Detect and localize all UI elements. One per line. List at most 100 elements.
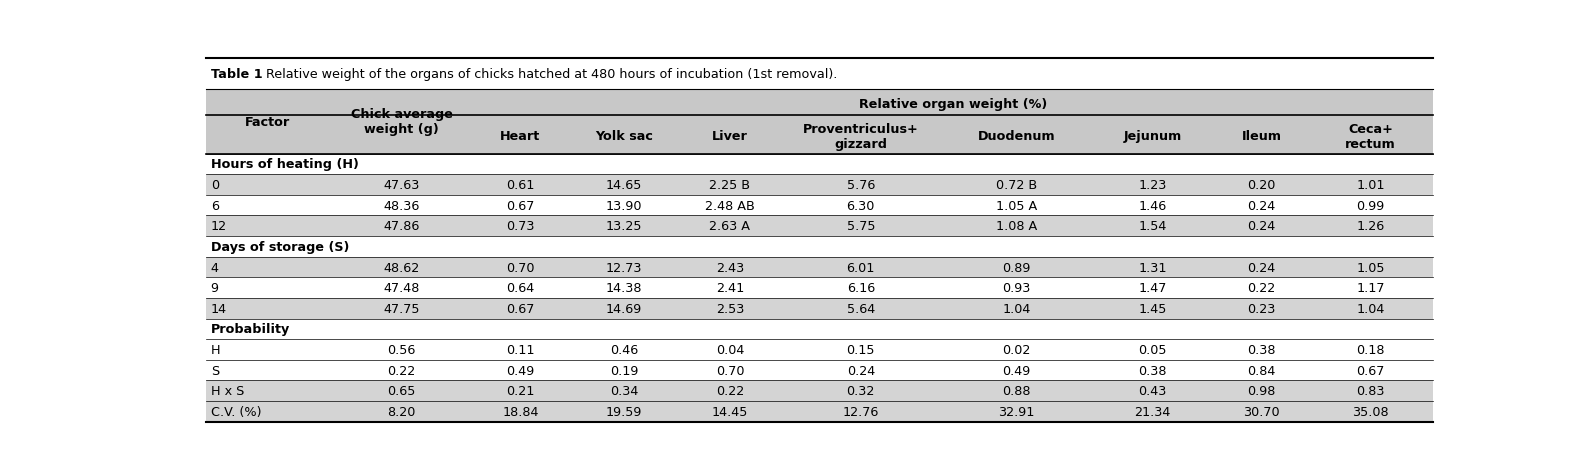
Text: 0.72 B: 0.72 B (996, 178, 1037, 192)
Text: Duodenum: Duodenum (978, 130, 1055, 143)
Text: 1.54: 1.54 (1138, 220, 1167, 233)
Text: 9: 9 (211, 281, 219, 295)
Text: 0.89: 0.89 (1002, 261, 1031, 274)
Text: Table 1: Table 1 (211, 68, 262, 81)
Text: 1.05 A: 1.05 A (996, 199, 1037, 212)
Text: 0.46: 0.46 (610, 343, 638, 356)
Text: S: S (211, 364, 219, 377)
Text: 0.19: 0.19 (610, 364, 638, 377)
Bar (206, 237, 1433, 257)
Text: 18.84: 18.84 (503, 405, 538, 418)
Text: 0.24: 0.24 (846, 364, 875, 377)
Bar (206, 154, 1433, 175)
Text: 0.04: 0.04 (715, 343, 744, 356)
Text: 12.76: 12.76 (843, 405, 879, 418)
Text: 0.02: 0.02 (1002, 343, 1031, 356)
Text: 14.45: 14.45 (712, 405, 749, 418)
Text: 0.67: 0.67 (506, 199, 535, 212)
Text: Relative organ weight (%): Relative organ weight (%) (859, 98, 1047, 111)
Text: 6: 6 (211, 199, 219, 212)
Text: 1.46: 1.46 (1138, 199, 1167, 212)
Text: 0.73: 0.73 (506, 220, 535, 233)
Text: 2.63 A: 2.63 A (710, 220, 750, 233)
Text: H: H (211, 343, 220, 356)
Text: Days of storage (S): Days of storage (S) (211, 240, 350, 253)
Text: 0.56: 0.56 (388, 343, 417, 356)
Text: 13.90: 13.90 (606, 199, 642, 212)
Text: 5.75: 5.75 (846, 220, 875, 233)
Text: 0.65: 0.65 (388, 385, 417, 397)
Text: 0.34: 0.34 (610, 385, 638, 397)
Bar (206, 319, 1433, 339)
Bar (206, 90, 1433, 154)
Text: 1.47: 1.47 (1138, 281, 1167, 295)
Bar (206, 216, 1433, 237)
Bar (206, 278, 1433, 298)
Text: 1.08 A: 1.08 A (996, 220, 1037, 233)
Text: 0.20: 0.20 (1248, 178, 1275, 192)
Text: 8.20: 8.20 (388, 405, 417, 418)
Text: 0.49: 0.49 (1002, 364, 1031, 377)
Text: 2.41: 2.41 (715, 281, 744, 295)
Text: Probability: Probability (211, 323, 290, 336)
Text: 1.23: 1.23 (1138, 178, 1167, 192)
Text: 47.75: 47.75 (383, 302, 420, 315)
Text: 2.53: 2.53 (715, 302, 744, 315)
Text: 0.22: 0.22 (388, 364, 415, 377)
Text: 14: 14 (211, 302, 227, 315)
Text: 13.25: 13.25 (606, 220, 642, 233)
Text: 5.76: 5.76 (846, 178, 875, 192)
Bar (206, 381, 1433, 401)
Bar (206, 196, 1433, 216)
Text: 1.01: 1.01 (1357, 178, 1385, 192)
Text: 19.59: 19.59 (606, 405, 642, 418)
Text: 0: 0 (211, 178, 219, 192)
Text: Hours of heating (H): Hours of heating (H) (211, 158, 359, 171)
Text: 6.30: 6.30 (846, 199, 875, 212)
Text: 2.43: 2.43 (715, 261, 744, 274)
Text: 0.98: 0.98 (1248, 385, 1275, 397)
Text: 0.88: 0.88 (1002, 385, 1031, 397)
Text: 4: 4 (211, 261, 219, 274)
Text: 1.31: 1.31 (1138, 261, 1167, 274)
Text: 32.91: 32.91 (999, 405, 1034, 418)
Text: 47.48: 47.48 (383, 281, 420, 295)
Text: 0.38: 0.38 (1138, 364, 1167, 377)
Text: Relative weight of the organs of chicks hatched at 480 hours of incubation (1st : Relative weight of the organs of chicks … (257, 68, 836, 81)
Text: 0.70: 0.70 (715, 364, 744, 377)
Text: 47.63: 47.63 (383, 178, 420, 192)
Text: 0.83: 0.83 (1357, 385, 1385, 397)
Text: Liver: Liver (712, 130, 749, 143)
Text: 14.38: 14.38 (606, 281, 642, 295)
Text: 0.24: 0.24 (1248, 199, 1275, 212)
Text: 0.38: 0.38 (1248, 343, 1275, 356)
Text: 0.22: 0.22 (715, 385, 744, 397)
Text: 6.16: 6.16 (846, 281, 875, 295)
Text: 0.70: 0.70 (506, 261, 535, 274)
Text: 0.61: 0.61 (506, 178, 535, 192)
Text: 0.49: 0.49 (506, 364, 535, 377)
Text: 30.70: 30.70 (1243, 405, 1280, 418)
Text: 0.15: 0.15 (846, 343, 875, 356)
Text: 0.18: 0.18 (1357, 343, 1385, 356)
Text: 1.05: 1.05 (1357, 261, 1385, 274)
Text: H x S: H x S (211, 385, 244, 397)
Text: 0.43: 0.43 (1138, 385, 1167, 397)
Text: Heart: Heart (500, 130, 541, 143)
Text: Yolk sac: Yolk sac (595, 130, 653, 143)
Text: 21.34: 21.34 (1135, 405, 1171, 418)
Text: 47.86: 47.86 (383, 220, 420, 233)
Text: 48.62: 48.62 (383, 261, 420, 274)
Text: 2.48 AB: 2.48 AB (705, 199, 755, 212)
Bar (206, 360, 1433, 381)
Bar (206, 298, 1433, 319)
Bar (206, 257, 1433, 278)
Text: 0.24: 0.24 (1248, 261, 1275, 274)
Text: 0.11: 0.11 (506, 343, 535, 356)
Bar (206, 59, 1433, 90)
Text: Factor: Factor (246, 116, 290, 129)
Text: Proventriculus+
gizzard: Proventriculus+ gizzard (803, 122, 919, 150)
Text: Ileum: Ileum (1242, 130, 1282, 143)
Text: 35.08: 35.08 (1352, 405, 1389, 418)
Text: Ceca+
rectum: Ceca+ rectum (1345, 122, 1396, 150)
